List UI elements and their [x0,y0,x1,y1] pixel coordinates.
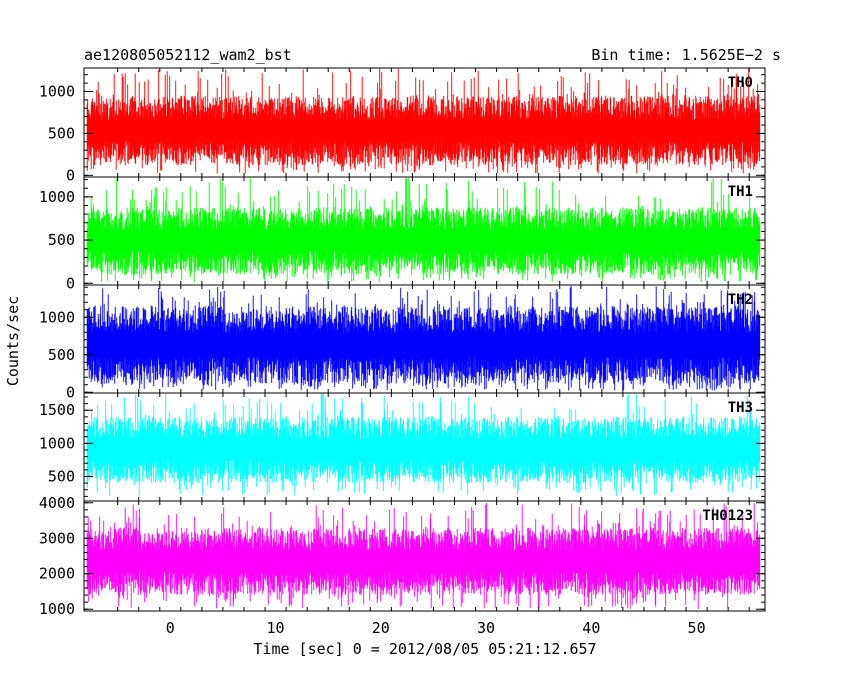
x-tick-label: 0 [166,619,175,637]
y-tick-label: 1000 [39,434,75,452]
series-th3 [86,393,761,497]
panel-label: TH3 [728,400,753,416]
y-axis-label: Counts/sec [4,296,22,386]
x-tick-label: 40 [582,619,600,637]
y-tick-label: 500 [48,467,75,485]
y-tick-label: 500 [48,124,75,142]
panel-th3 [86,393,761,497]
series-th0 [86,68,761,174]
y-tick-label: 1000 [39,82,75,100]
panel-th1 [86,177,761,283]
y-tick-label: 500 [48,231,75,249]
panel-frames: TH005001000TH105001000TH205001000TH35001… [39,67,766,637]
y-tick-label: 4000 [39,494,75,512]
panel-label: TH1 [728,184,753,200]
x-tick-label: 10 [267,619,285,637]
bin-time-label: Bin time: 1.5625E−2 s [591,46,781,64]
panels [86,68,761,609]
panel-label: TH0 [728,75,753,91]
panel-th0 [86,68,761,174]
chart-title: ae120805052112_wam2_bst [84,46,292,64]
x-tick-label: 50 [688,619,706,637]
x-tick-label: 20 [372,619,390,637]
y-tick-label: 0 [66,166,75,184]
y-tick-label: 1500 [39,401,75,419]
y-tick-label: 1000 [39,308,75,326]
panel-th0123 [86,502,761,609]
y-tick-label: 0 [66,274,75,292]
y-tick-label: 3000 [39,529,75,547]
panel-label: TH2 [728,292,753,308]
series-th1 [86,177,761,283]
panel-th2 [86,285,761,391]
series-th0123 [86,502,761,609]
x-axis-label: Time [sec] 0 = 2012/08/05 05:21:12.657 [253,640,596,658]
y-tick-label: 1000 [39,188,75,206]
x-tick-label: 30 [477,619,495,637]
y-tick-label: 1000 [39,600,75,618]
y-tick-label: 500 [48,346,75,364]
panel-frame [83,500,766,612]
y-tick-label: 2000 [39,565,75,583]
panel-label: TH0123 [702,508,753,524]
series-th2 [86,285,761,391]
y-tick-label: 0 [66,383,75,401]
